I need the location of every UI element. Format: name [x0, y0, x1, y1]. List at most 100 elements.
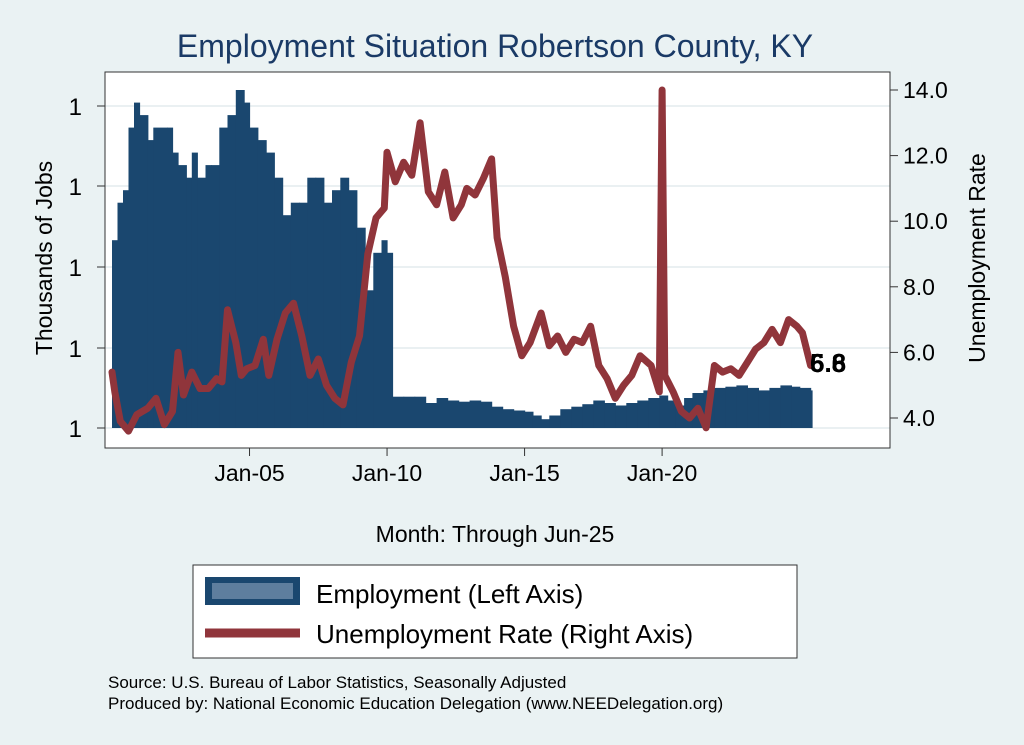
y-left-tick-label: 1 [69, 174, 82, 201]
employment-bar [615, 405, 627, 428]
employment-bar [257, 140, 267, 428]
y-right-tick-label: 10.0 [903, 208, 948, 234]
employment-bar [191, 152, 198, 428]
y-right-tick-label: 8.0 [903, 274, 935, 300]
employment-bar [139, 115, 149, 428]
employment-bar [340, 177, 350, 428]
y-right-tick-label: 12.0 [903, 143, 948, 169]
employment-bar [128, 127, 135, 428]
employment-bar [736, 385, 748, 428]
employment-bar [458, 401, 471, 428]
legend-swatch-employment-inner [212, 583, 293, 599]
y-left-tick-label: 1 [69, 94, 82, 121]
employment-bar [227, 115, 237, 428]
employment-bar [178, 165, 187, 428]
unemployment-line-group [108, 86, 815, 435]
employment-bar [403, 396, 416, 428]
employment-bar [469, 400, 482, 428]
employment-bars [112, 90, 813, 428]
employment-bar [274, 177, 284, 428]
employment-bar [659, 395, 669, 428]
employment-bar [604, 403, 616, 428]
x-axis-title: Month: Through Jun-25 [376, 521, 615, 547]
employment-bar [167, 127, 174, 428]
employment-bar [211, 165, 220, 428]
employment-bar [134, 102, 141, 428]
employment-bar [480, 401, 493, 428]
employment-bar [392, 396, 405, 428]
employment-bar [266, 152, 275, 428]
employment-bar [414, 396, 427, 428]
employment-bar [667, 400, 677, 428]
y-left-tick-label: 1 [69, 336, 82, 363]
employment-bar [186, 177, 193, 428]
legend: Employment (Left Axis) Unemployment Rate… [192, 564, 798, 659]
employment-bar [791, 386, 801, 428]
source-note: Source: U.S. Bureau of Labor Statistics,… [108, 673, 566, 692]
chart-title: Employment Situation Robertson County, K… [177, 28, 813, 64]
employment-bar [249, 127, 259, 428]
employment-bar [282, 215, 292, 428]
employment-bar [365, 290, 374, 428]
employment-bar [425, 403, 438, 428]
employment-bar [648, 398, 660, 428]
end-value-label: 5.6 [810, 348, 846, 378]
employment-bar [513, 410, 526, 428]
employment-bar [112, 240, 119, 428]
employment-bar [244, 102, 251, 428]
employment-bar [549, 415, 561, 428]
y-axis-left-title: Thousands of Jobs [31, 161, 57, 355]
employment-bar [299, 202, 308, 428]
employment-bar [582, 404, 594, 428]
employment-bar [387, 252, 394, 428]
legend-label-unemployment: Unemployment Rate (Right Axis) [316, 619, 693, 649]
employment-bar [747, 387, 759, 428]
employment-bar [447, 400, 460, 428]
y-axis-right-title: Unemployment Rate [964, 153, 990, 363]
employment-bar [323, 202, 333, 428]
legend-label-employment: Employment (Left Axis) [316, 579, 583, 609]
employment-bar [205, 165, 212, 428]
employment-bar [117, 202, 124, 428]
employment-bar [502, 409, 515, 428]
employment-bar [571, 406, 583, 428]
employment-bar [780, 385, 792, 428]
y-axis-left: 1 1 1 1 1 [69, 94, 105, 443]
employment-bar [123, 190, 130, 428]
employment-bar [219, 127, 229, 428]
employment-bar [799, 387, 812, 428]
x-tick-label: Jan-10 [352, 460, 422, 486]
employment-bar [758, 390, 770, 428]
x-tick-label: Jan-15 [489, 460, 559, 486]
end-value-labels: 6.85.6 [810, 348, 846, 378]
employment-bar [348, 190, 358, 428]
employment-bar [332, 190, 341, 428]
y-right-tick-label: 6.0 [903, 339, 935, 365]
x-axis: Jan-05 Jan-10 Jan-15 Jan-20 [105, 447, 890, 486]
employment-bar [810, 390, 813, 428]
employment-bar [593, 400, 605, 428]
y-axis-right: 4.0 6.0 8.0 10.0 12.0 14.0 [890, 77, 948, 431]
employment-bar [307, 177, 317, 428]
x-tick-label: Jan-05 [214, 460, 284, 486]
employment-bar [436, 398, 449, 428]
employment-bar [626, 403, 638, 428]
y-left-tick-label: 1 [69, 416, 82, 443]
employment-bar [381, 240, 388, 428]
employment-bar [197, 177, 207, 428]
employment-bar [491, 406, 504, 428]
employment-bar [714, 387, 726, 428]
unemployment-line [108, 86, 815, 435]
employment-bar [541, 419, 550, 428]
produced-by-note: Produced by: National Economic Education… [108, 694, 723, 713]
employment-bar [532, 415, 542, 428]
employment-bar [172, 152, 179, 428]
employment-bar [560, 409, 572, 428]
employment-bar [147, 140, 154, 428]
end-value-label: 6.8 [810, 348, 846, 378]
employment-bar [725, 386, 737, 428]
employment-bar [524, 411, 534, 428]
employment-bar [315, 177, 325, 428]
x-tick-label: Jan-20 [627, 460, 697, 486]
